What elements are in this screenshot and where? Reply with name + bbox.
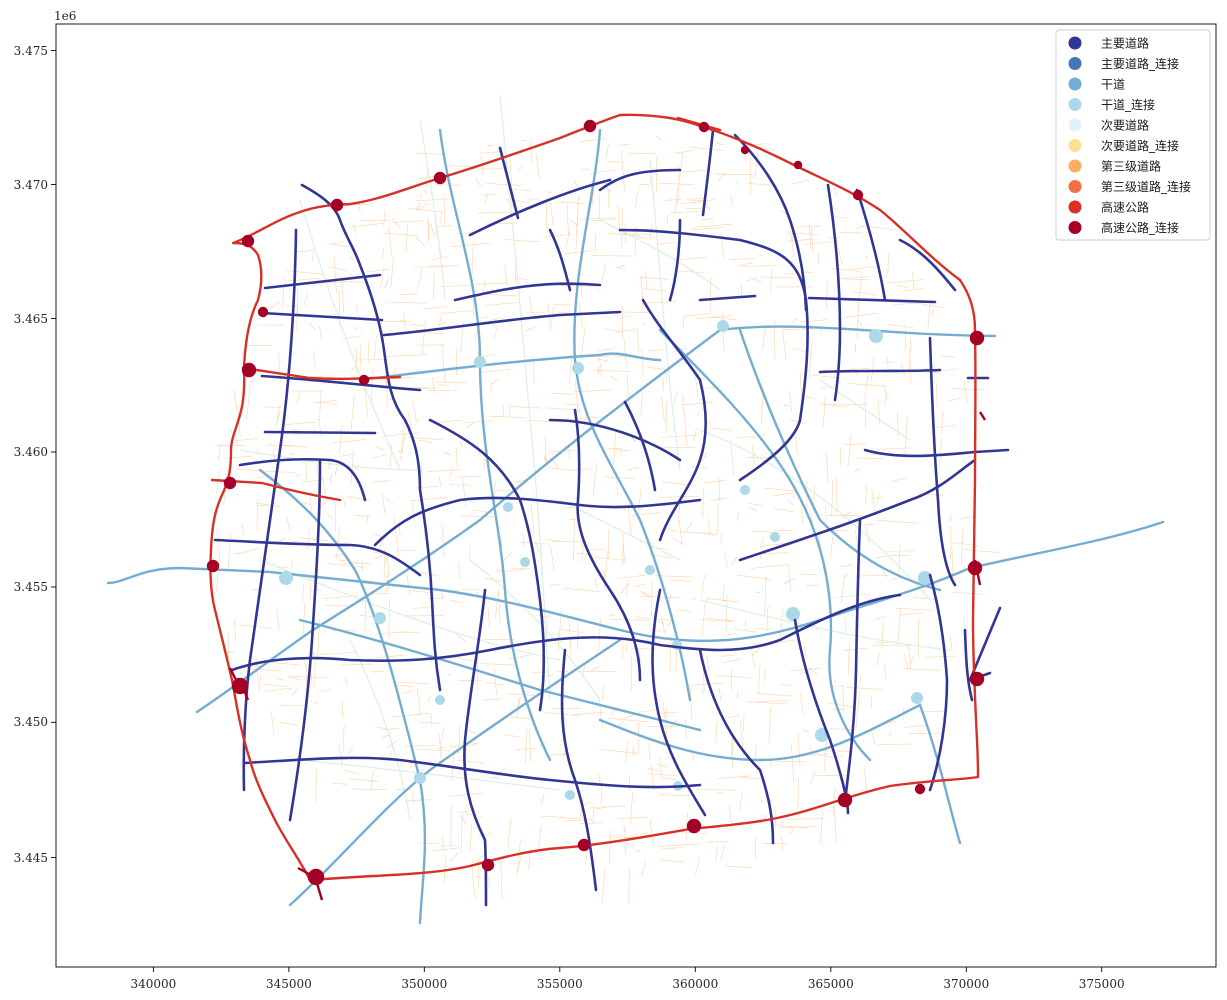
y-tick-label: 3.445 — [14, 851, 48, 865]
legend-marker — [1068, 180, 1082, 193]
legend-label: 干道 — [1101, 78, 1125, 92]
arterial-connectors — [279, 320, 932, 800]
axes-frame — [55, 23, 1217, 968]
tertiary-road-segments — [215, 138, 1000, 904]
legend-label: 主要道路 — [1101, 36, 1149, 51]
y-offset-label: 1e6 — [54, 9, 76, 23]
legend-label: 次要道路_连接 — [1101, 138, 1179, 153]
y-tick-label: 3.460 — [14, 445, 48, 459]
legend-marker — [1068, 200, 1082, 214]
legend-label: 高速公路 — [1101, 200, 1149, 215]
legend-marker — [1068, 57, 1082, 70]
legend-box — [1055, 29, 1211, 241]
legend-label: 第三级道路 — [1101, 159, 1161, 174]
y-tick-label: 3.450 — [14, 715, 48, 729]
x-tick-label: 370000 — [943, 977, 989, 991]
legend-label: 第三级道路_连接 — [1101, 179, 1191, 194]
x-axis — [152, 967, 1103, 972]
x-tick-labels: 340000 345000 350000 355000 360000 36500… — [130, 977, 1124, 991]
x-tick-label: 355000 — [537, 977, 583, 991]
legend-label: 次要道路 — [1101, 118, 1149, 133]
x-tick-label: 345000 — [266, 977, 312, 991]
legend-marker — [1068, 139, 1082, 152]
legend-label: 干道_连接 — [1101, 97, 1155, 112]
legend-marker — [1068, 221, 1082, 234]
y-tick-label: 3.470 — [14, 178, 48, 192]
x-tick-label: 340000 — [130, 977, 176, 991]
legend-marker — [1068, 77, 1082, 91]
legend-marker — [1068, 118, 1082, 132]
legend-label: 高速公路_连接 — [1101, 220, 1179, 235]
y-axis — [51, 50, 56, 859]
y-tick-label: 3.455 — [14, 580, 48, 594]
y-tick-label: 3.475 — [14, 44, 48, 58]
x-tick-label: 365000 — [808, 977, 854, 991]
x-tick-label: 360000 — [672, 977, 718, 991]
main-roads — [213, 128, 1010, 907]
x-tick-label: 375000 — [1079, 977, 1125, 991]
legend-label: 主要道路_连接 — [1101, 56, 1179, 71]
legend-marker — [1068, 36, 1082, 50]
legend-items: 主要道路主要道路_连接干道干道_连接次要道路次要道路_连接第三级道路第三级道路_… — [1068, 36, 1191, 235]
y-tick-labels: 3.445 3.450 3.455 3.460 3.465 3.470 3.47… — [14, 44, 48, 865]
legend-marker — [1068, 98, 1082, 111]
y-tick-label: 3.465 — [14, 312, 48, 326]
legend-marker — [1068, 159, 1082, 173]
map-layers — [106, 94, 1165, 925]
legend: 主要道路主要道路_连接干道干道_连接次要道路次要道路_连接第三级道路第三级道路_… — [1055, 29, 1211, 241]
expressway-interchanges — [206, 119, 987, 901]
x-tick-label: 350000 — [401, 977, 447, 991]
